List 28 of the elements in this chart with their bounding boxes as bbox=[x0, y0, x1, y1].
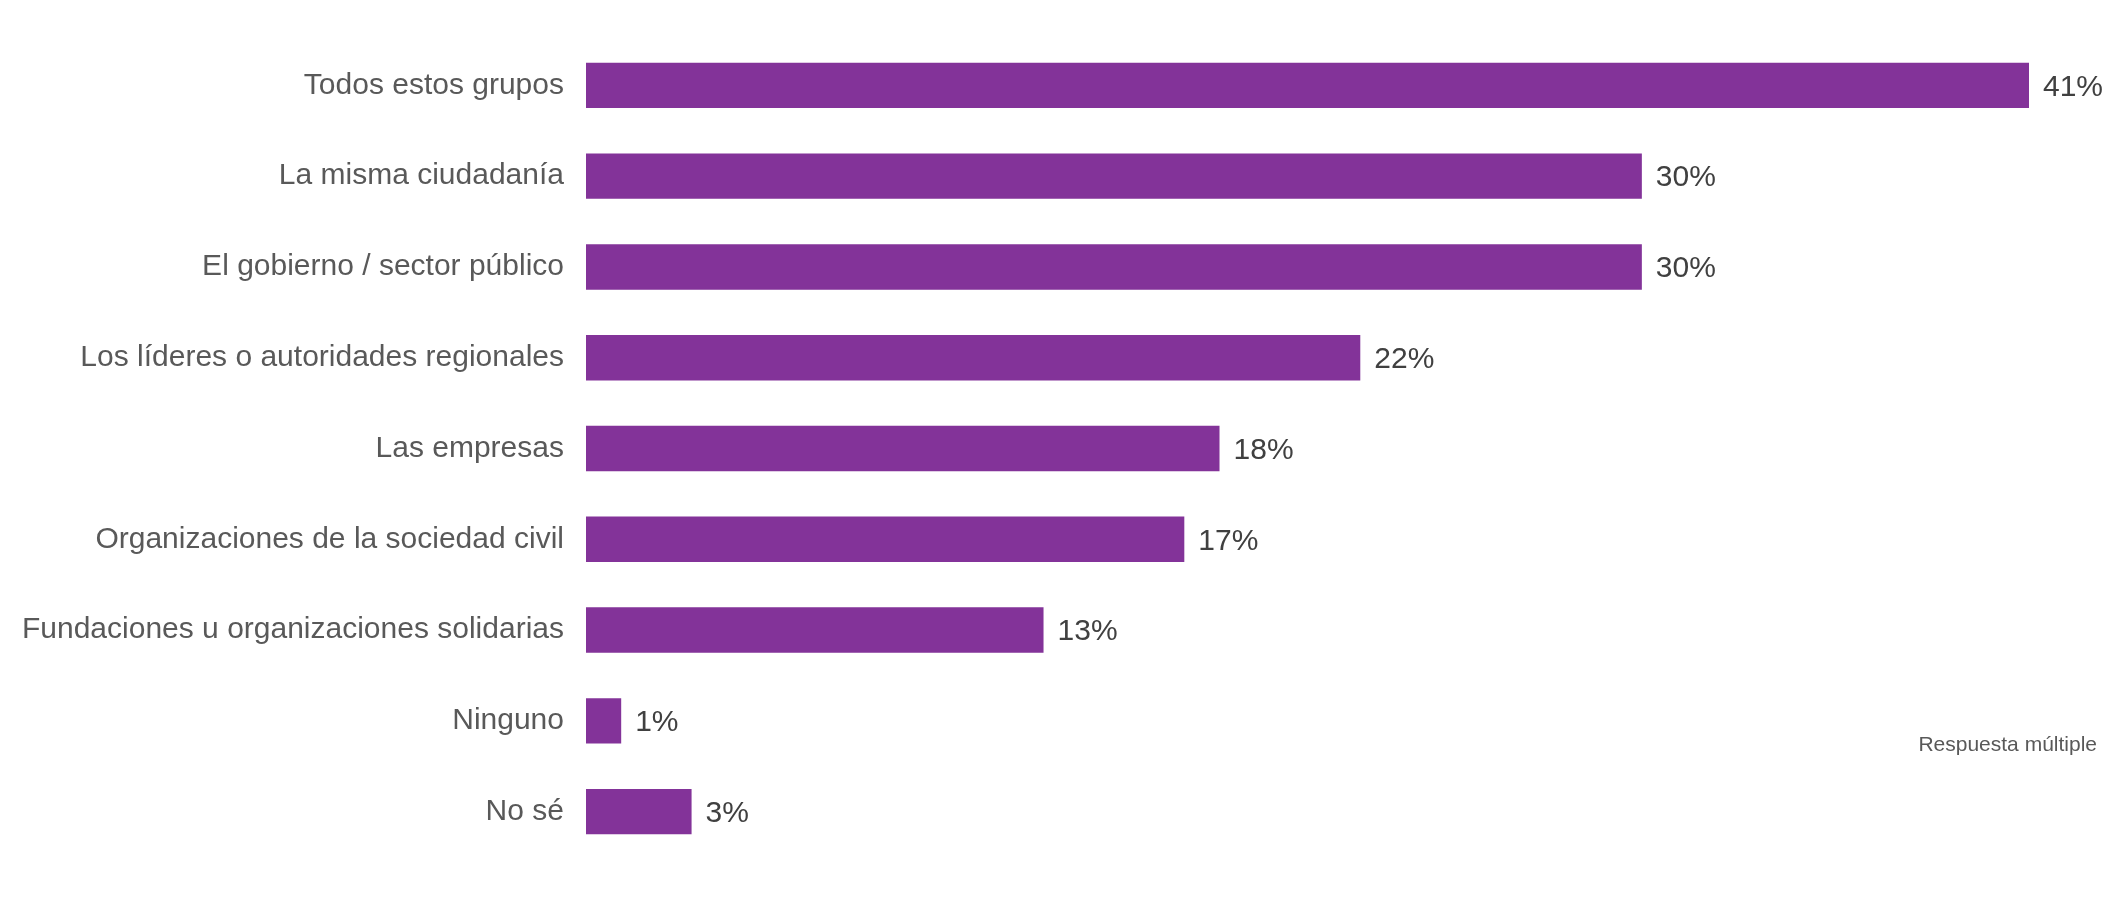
y-tick-label: No sé bbox=[485, 792, 564, 826]
y-tick-label: Las empresas bbox=[375, 429, 564, 463]
y-tick-label: Organizaciones de la sociedad civil bbox=[95, 520, 564, 554]
bar bbox=[585, 698, 622, 744]
y-tick-label: El gobierno / sector público bbox=[202, 248, 564, 282]
bar bbox=[585, 335, 1361, 381]
bar bbox=[585, 153, 1642, 199]
data-label: 30% bbox=[1655, 159, 1716, 193]
data-label: 17% bbox=[1198, 522, 1259, 556]
bar bbox=[585, 516, 1185, 562]
bar bbox=[585, 244, 1642, 290]
bar bbox=[585, 607, 1044, 653]
bar bbox=[585, 425, 1220, 472]
data-label: 41% bbox=[2043, 68, 2104, 102]
annotation: Respuesta múltiple bbox=[1918, 732, 2097, 756]
y-tick-label: Fundaciones u organizaciones solidarias bbox=[21, 611, 564, 645]
data-label: 18% bbox=[1233, 431, 1294, 465]
data-label: 13% bbox=[1057, 613, 1118, 647]
bar bbox=[585, 788, 692, 835]
y-tick-label: Los líderes o autoridades regionales bbox=[80, 338, 564, 372]
y-tick-label: La misma ciudadanía bbox=[278, 157, 565, 191]
y-tick-label: Ninguno bbox=[452, 702, 564, 736]
data-label: 30% bbox=[1655, 250, 1716, 284]
data-label: 22% bbox=[1374, 340, 1435, 374]
data-label: 3% bbox=[705, 794, 749, 828]
data-label: 1% bbox=[635, 704, 679, 738]
bar bbox=[585, 62, 2029, 109]
y-tick-label: Todos estos grupos bbox=[303, 66, 564, 100]
